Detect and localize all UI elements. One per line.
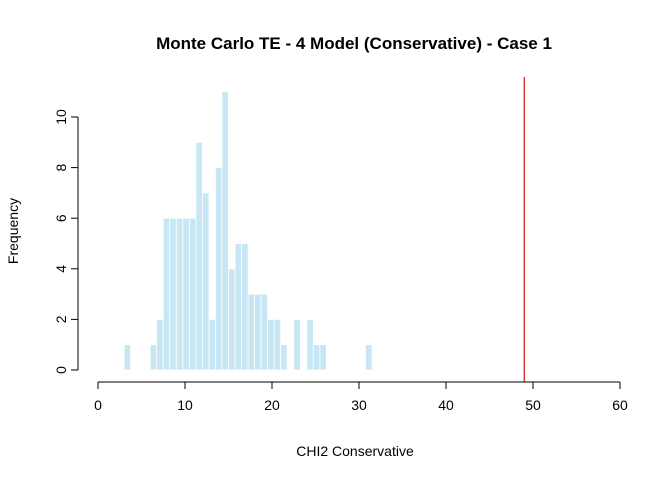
x-tick-label: 20: [264, 397, 280, 413]
histogram-bar: [247, 293, 255, 371]
x-tick-label: 40: [438, 397, 454, 413]
histogram-bar: [156, 318, 164, 371]
histogram-bars: [123, 91, 373, 371]
histogram-bar: [221, 91, 229, 371]
x-tick-label: 10: [177, 397, 193, 413]
y-tick-label: 8: [53, 163, 69, 171]
histogram-bar: [195, 141, 203, 371]
x-tick-label: 0: [94, 397, 102, 413]
histogram-bar: [273, 318, 282, 371]
histogram-bar: [162, 217, 171, 371]
y-tick-label: 0: [53, 366, 69, 374]
histogram-bar: [175, 217, 184, 371]
histogram-bar: [267, 318, 275, 371]
histogram-bar: [254, 293, 262, 371]
histogram-bar: [215, 167, 223, 371]
histogram-bar: [201, 192, 210, 371]
chart-title: Monte Carlo TE - 4 Model (Conservative) …: [156, 34, 552, 53]
x-tick-label: 30: [351, 397, 367, 413]
histogram-bar: [169, 217, 177, 371]
y-tick-label: 2: [53, 315, 69, 323]
histogram-bar: [319, 344, 327, 371]
x-tick-label: 50: [525, 397, 541, 413]
histogram-bar: [188, 217, 197, 371]
histogram-bar: [123, 344, 132, 371]
histogram-bar: [312, 344, 321, 371]
histogram-bar: [228, 268, 236, 371]
histogram-bar: [149, 344, 158, 371]
histogram-bar: [182, 217, 190, 371]
histogram-bar: [280, 344, 288, 371]
histogram-bar: [306, 318, 314, 371]
y-tick-label: 4: [53, 265, 69, 273]
x-axis: 0 10 20 30 40 50 60: [94, 381, 628, 413]
histogram-bar: [365, 344, 373, 371]
histogram-bar: [208, 318, 216, 371]
histogram-bar: [241, 243, 249, 371]
y-tick-label: 10: [53, 109, 69, 125]
y-axis: 0 2 4 6 8 10: [53, 109, 79, 374]
x-axis-label: CHI2 Conservative: [296, 443, 414, 459]
histogram-bar: [293, 318, 301, 371]
y-axis-label: Frequency: [5, 198, 21, 264]
y-tick-label: 6: [53, 214, 69, 222]
histogram-bar: [234, 243, 242, 371]
x-tick-label: 60: [612, 397, 628, 413]
histogram-bar: [260, 293, 269, 371]
